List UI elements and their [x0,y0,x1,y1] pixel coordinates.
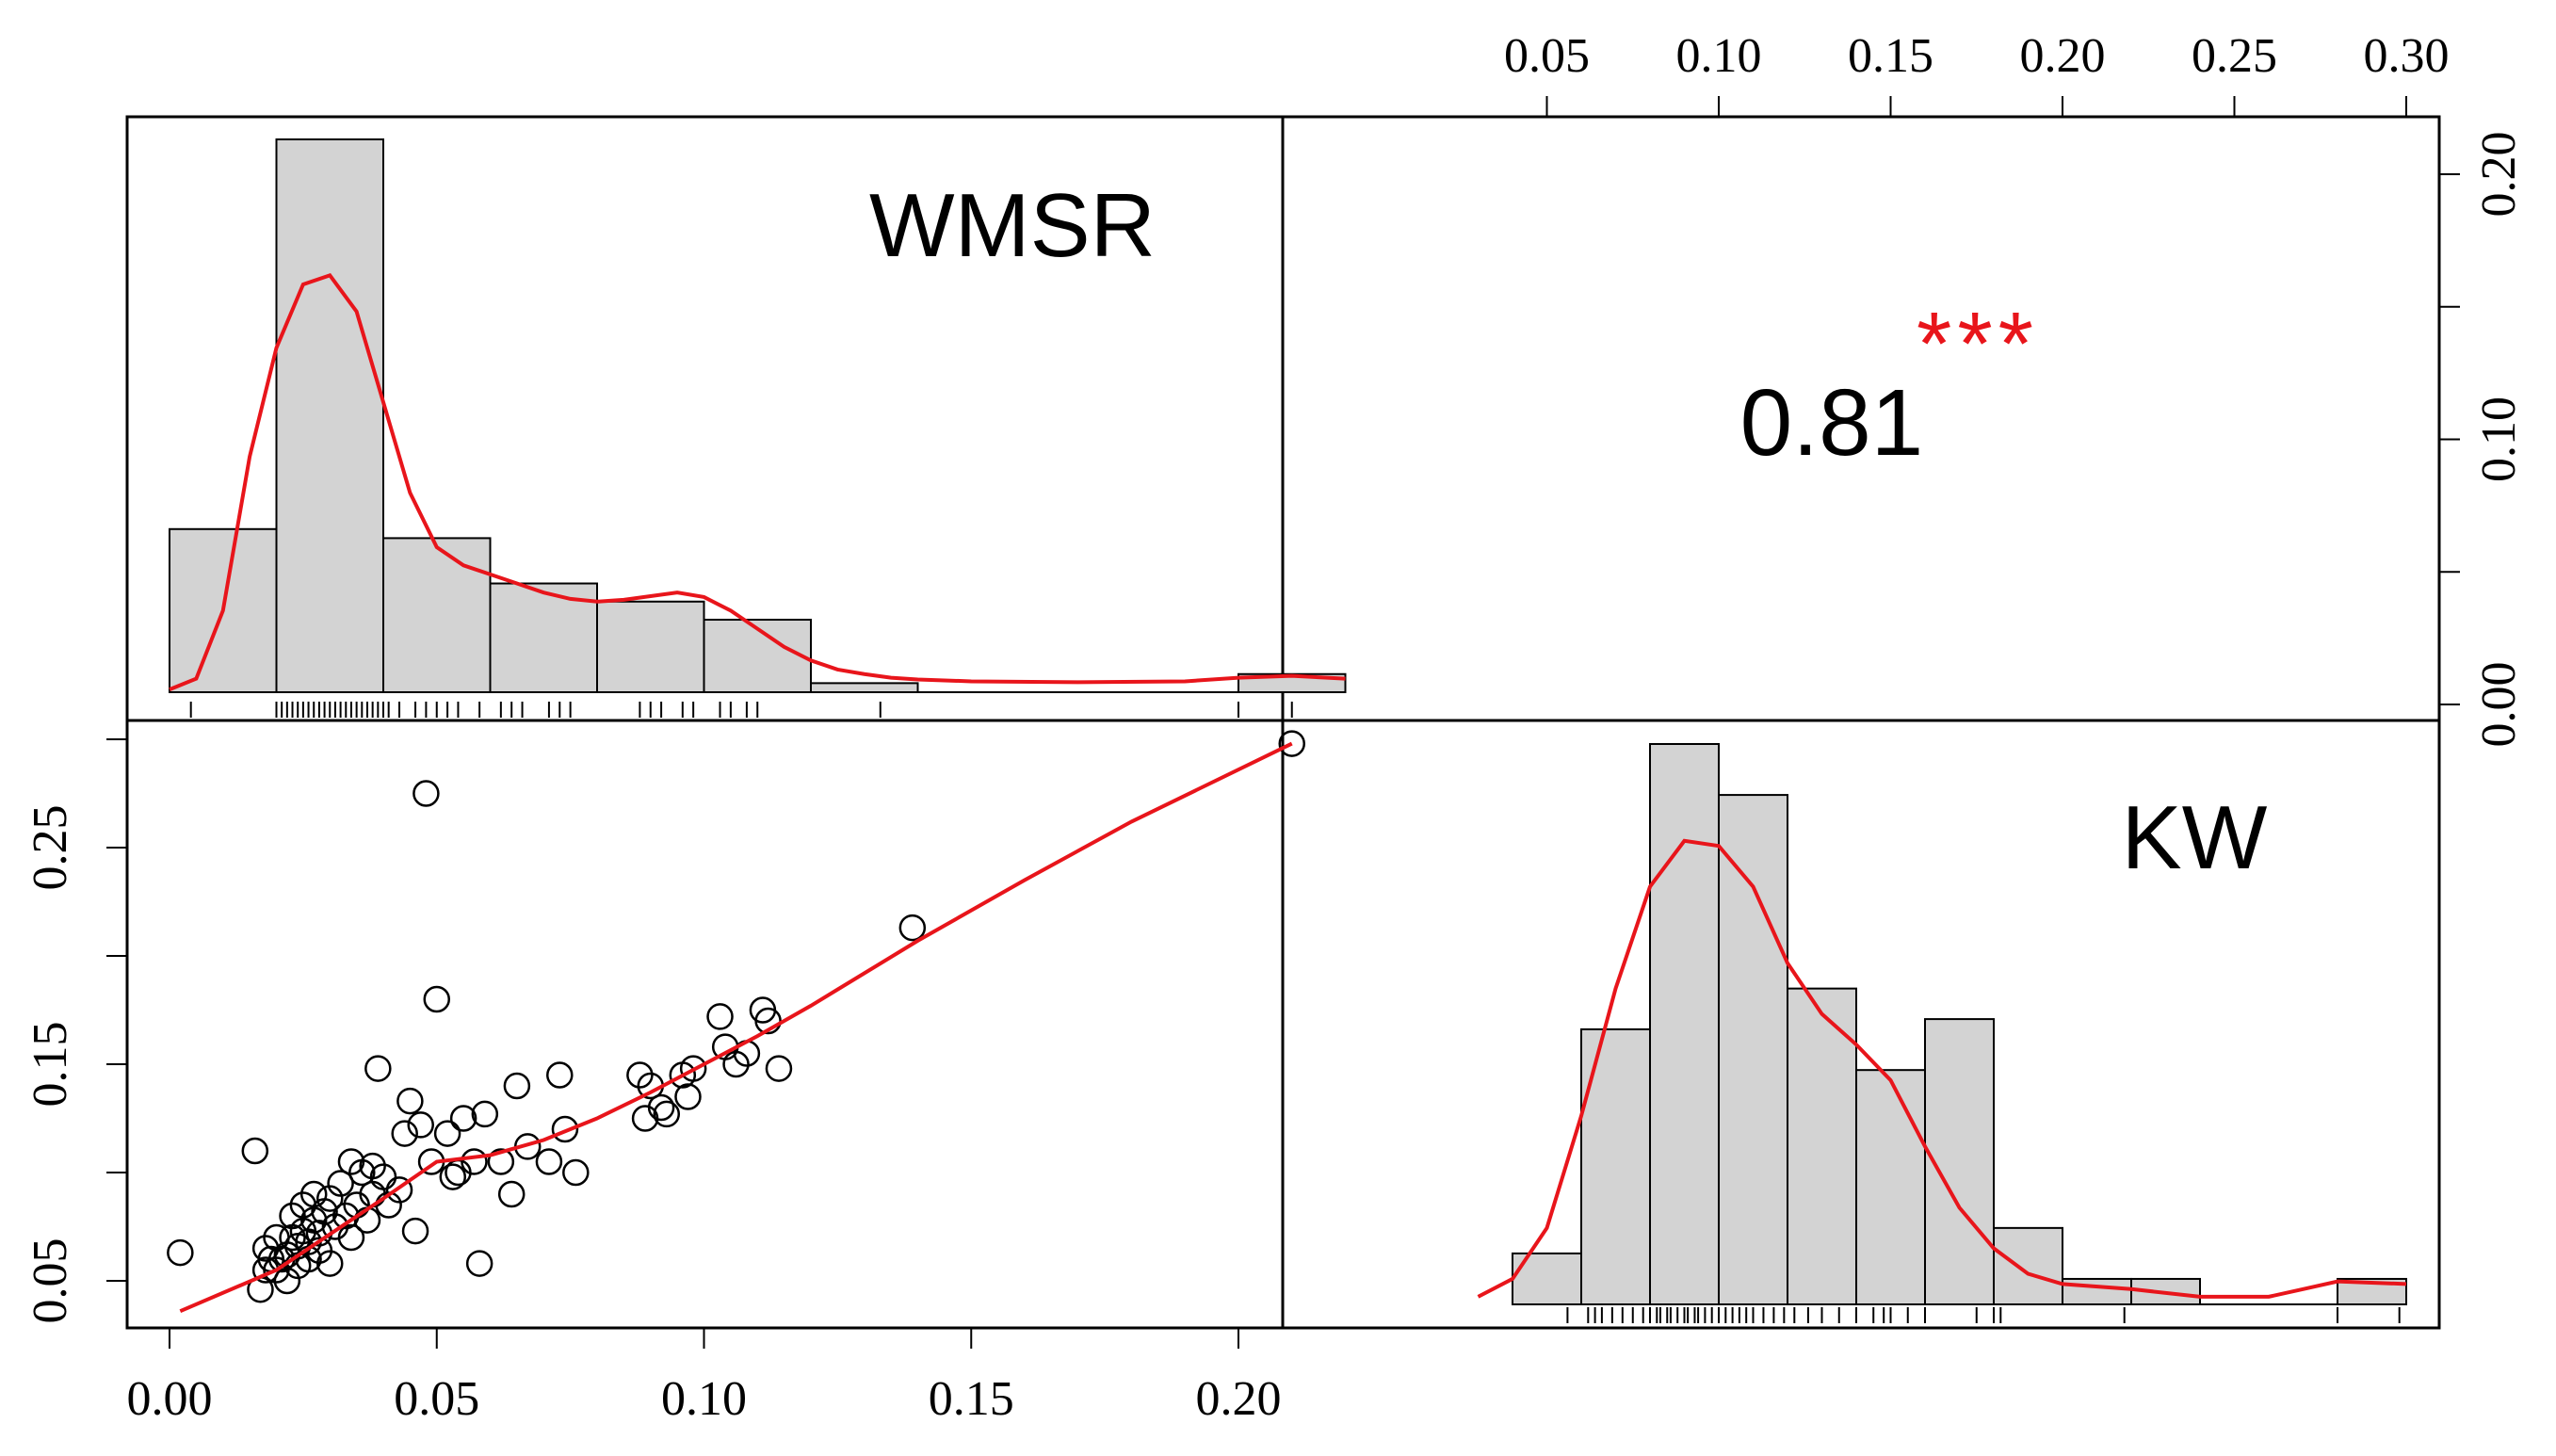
kw-histogram-bar [2062,1277,2132,1306]
scatter-point [299,1180,328,1208]
bottom-axis-tick-label: 0.10 [661,1372,747,1426]
wmsr-histogram-bar [703,619,812,694]
scatter-point [273,1267,301,1295]
correlation-value: 0.81 [1740,370,1924,476]
scatter-point [167,1238,194,1267]
bottom-axis-tick-label: 0.20 [1196,1372,1282,1426]
kw-density-curve [1477,838,2407,1299]
scatter-panel [167,730,1305,1314]
scatter-point [471,1100,499,1128]
left-axis-tick-label: 0.15 [24,1022,77,1108]
variable-label-kw: KW [2122,787,2268,888]
wmsr-histogram-panel [169,138,1347,718]
right-axis-tick-label: 0.10 [2472,396,2526,482]
scatter-point [765,1055,793,1082]
wmsr-histogram-bar [382,537,492,694]
kw-histogram-bar [1787,987,1857,1305]
top-axis-tick-label: 0.30 [2364,29,2450,83]
wmsr-histogram-bar [596,600,705,694]
axes: 0.00 0.05 0.10 0.15 0.20 0.05 0.10 0.15 0.20 0.25… [24,29,2526,1426]
scatter-point [433,1120,461,1147]
kw-histogram-bar [1924,1018,1995,1306]
scatter-point [385,1176,413,1204]
left-axis-tick-label: 0.25 [24,805,77,891]
scatter-point [241,1137,269,1165]
scatter-point [316,1250,344,1277]
variable-label-wmsr: WMSR [869,175,1156,276]
scatter-point [487,1148,515,1175]
panel-frames [125,115,2441,1330]
bottom-axis-tick-label: 0.05 [394,1372,479,1426]
wmsr-density-curve [169,272,1346,691]
right-axis-tick-label: 0.20 [2472,132,2526,218]
scatter-smooth-line [179,741,1293,1314]
scatter-point [407,1111,434,1139]
scatter-point [279,1202,306,1230]
scatter-point [706,1003,734,1030]
scatter-point [497,1180,526,1208]
kw-histogram-bar [1855,1069,1926,1305]
top-axis-tick-label: 0.20 [2020,29,2106,83]
scatter-point [722,1050,750,1078]
scatter-point [337,1223,365,1252]
scatter-point [535,1148,563,1175]
scatter-point [396,1087,424,1115]
scatter-point [391,1120,418,1147]
top-axis-tick-label: 0.25 [2192,29,2277,83]
scatter-point [364,1055,392,1082]
left-axis-tick-label: 0.05 [24,1238,77,1324]
scatter-point [461,1148,488,1175]
top-axis-tick-label: 0.10 [1676,29,1762,83]
scatter-point [449,1105,477,1132]
scatter-point [562,1158,590,1187]
scatter-point [359,1152,386,1180]
kw-histogram-bar [1649,743,1720,1305]
scatter-point [369,1163,397,1190]
scatter-point [413,780,440,807]
scatter-point [546,1061,574,1089]
kw-histogram-panel [1477,743,2407,1323]
scatter-point [647,1093,675,1122]
variable-labels: WMSR KW [869,175,2268,888]
scatter-point [674,1083,702,1110]
bottom-axis-tick-label: 0.15 [929,1372,1014,1426]
right-axis-tick-label: 0.00 [2472,662,2526,748]
bottom-axis-tick-label: 0.00 [127,1372,213,1426]
scatter-point [401,1217,429,1245]
scatter-point [439,1163,467,1190]
scatter-point [465,1250,493,1277]
correlation-panel: 0.81 *** [1740,294,2039,476]
scatter-point [311,1198,338,1225]
top-axis-tick-label: 0.15 [1848,29,1933,83]
kw-histogram-bar [1993,1226,2063,1306]
significance-stars: *** [1917,294,2039,395]
scatter-point [1278,730,1305,757]
scatter-point [626,1061,654,1089]
scatter-point [423,985,450,1013]
scatter-point [898,914,927,942]
scatter-point [316,1185,344,1212]
kw-histogram-bar [1718,794,1788,1305]
wmsr-histogram-bar [275,138,384,693]
scatter-point [337,1148,365,1175]
scatter-point [327,1170,354,1197]
wmsr-histogram-bar [810,682,919,694]
scatter-point [503,1072,531,1100]
scatter-point [653,1100,681,1128]
scatter-point [679,1055,707,1082]
scatter-point [551,1115,579,1143]
top-axis-tick-label: 0.05 [1504,29,1590,83]
